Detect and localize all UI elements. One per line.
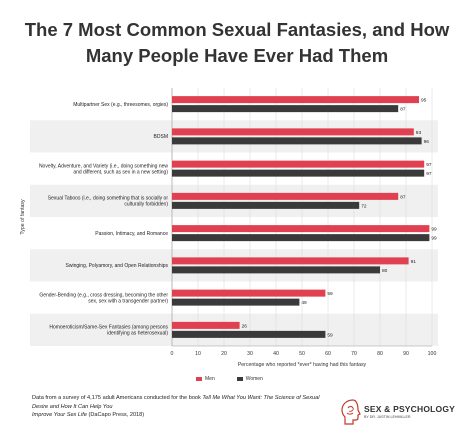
data-label-women: 97 [426, 171, 432, 177]
data-label-women: 59 [327, 332, 333, 338]
x-tick-label: 20 [221, 351, 227, 357]
bar-women-1 [172, 105, 399, 113]
data-label-men: 97 [426, 162, 432, 168]
x-tick-label: 10 [195, 351, 201, 357]
data-label-men: 95 [421, 98, 427, 104]
data-label-men: 87 [400, 194, 406, 200]
x-tick-label: 90 [403, 351, 409, 357]
bar-women-4 [172, 201, 360, 209]
bar-men-8 [172, 321, 240, 329]
footnote-prefix: Data from a survey of 4,175 adult Americ… [32, 395, 203, 401]
x-tick-label: 50 [299, 351, 305, 357]
data-label-women: 49 [301, 300, 307, 306]
data-label-men: 59 [327, 291, 333, 297]
category-label: Passion, Intimacy, and Romance [95, 231, 168, 237]
bar-women-7 [172, 298, 300, 306]
category-label: Swinging, Polyamory, and Open Relationsh… [66, 263, 169, 269]
brand-name: SEX & PSYCHOLOGY [364, 404, 456, 414]
data-label-women: 96 [424, 139, 430, 145]
category-label: Gender-Bending (e.g., cross dressing, be… [39, 292, 168, 298]
category-label: Sexual Taboos (i.e., doing something tha… [48, 196, 169, 202]
data-label-men: 26 [242, 323, 248, 329]
data-label-women: 99 [431, 236, 437, 242]
x-tick-label: 0 [171, 351, 174, 357]
legend-label-men: Men [205, 376, 215, 382]
category-band [30, 88, 438, 121]
category-label: identifying as heterosexual) [107, 331, 168, 337]
data-label-men: 99 [431, 227, 437, 233]
bar-women-6 [172, 266, 380, 274]
x-tick-label: 30 [247, 351, 253, 357]
source-footnote: Data from a survey of 4,175 adult Americ… [32, 394, 322, 420]
category-label: BDSM [154, 134, 168, 140]
category-band [30, 249, 438, 282]
head-profile-icon [341, 399, 361, 425]
category-band [30, 217, 438, 250]
bar-women-5 [172, 234, 430, 242]
x-tick-label: 80 [377, 351, 383, 357]
bar-men-2 [172, 128, 414, 136]
category-label: and different, such as sex in a new sett… [73, 169, 168, 175]
bar-men-3 [172, 160, 425, 168]
data-label-women: 72 [361, 203, 367, 209]
bar-men-4 [172, 192, 399, 200]
bar-men-6 [172, 257, 409, 265]
legend-item-men: Men [196, 376, 215, 382]
y-axis-title: Type of fantasy [20, 199, 26, 235]
category-band [30, 152, 438, 185]
footnote-book-title-cont: Improve Your Sex Life [32, 412, 87, 419]
x-axis-title: Percentage who reported *ever* having ha… [238, 362, 367, 368]
bar-men-1 [172, 96, 419, 104]
brand-logo: SEX & PSYCHOLOGY BY DR. JUSTIN LEHMILLER [340, 398, 470, 428]
chart-title-line-2: Many People Have Ever Had Them [85, 45, 389, 66]
chart-legend: Men Women [196, 376, 263, 382]
category-label: sex, sex with a transgender partner) [88, 298, 168, 304]
category-band [30, 184, 438, 217]
legend-item-women: Women [236, 376, 263, 382]
chart-title-line-1: The 7 Most Common Sexual Fantasies, and … [24, 19, 450, 40]
category-label: Homoeroticism/Same-Sex Fantasies (among … [49, 325, 168, 331]
category-label: Multipartner Sex (e.g., threesomes, orgi… [73, 102, 168, 108]
bar-women-3 [172, 169, 425, 177]
legend-swatch-men [196, 377, 202, 381]
x-tick-label: 100 [428, 351, 437, 357]
category-band [30, 313, 438, 346]
category-band [30, 281, 438, 314]
legend-swatch-women [236, 377, 243, 381]
x-tick-label: 60 [325, 351, 331, 357]
footnote-suffix: (DaCapo Press, 2018) [86, 412, 145, 419]
data-label-women: 87 [400, 107, 406, 113]
footnote-book-title: Tell Me What You Want: The Science of Se… [32, 395, 320, 410]
category-label: Novelty, Adventure, and Variety (i.e., d… [39, 163, 168, 169]
data-label-women: 80 [382, 268, 388, 274]
legend-label-women: Women [245, 376, 263, 382]
data-label-men: 91 [411, 259, 417, 265]
category-label: culturally forbidden) [124, 202, 168, 208]
category-band [30, 120, 438, 153]
x-tick-label: 40 [273, 351, 279, 357]
bar-women-2 [172, 137, 422, 145]
x-tick-label: 70 [351, 351, 357, 357]
bar-men-5 [172, 225, 430, 233]
brand-subtitle: BY DR. JUSTIN LEHMILLER [364, 415, 411, 419]
bar-men-7 [172, 289, 326, 297]
bar-women-8 [172, 330, 326, 338]
data-label-men: 93 [416, 130, 422, 136]
